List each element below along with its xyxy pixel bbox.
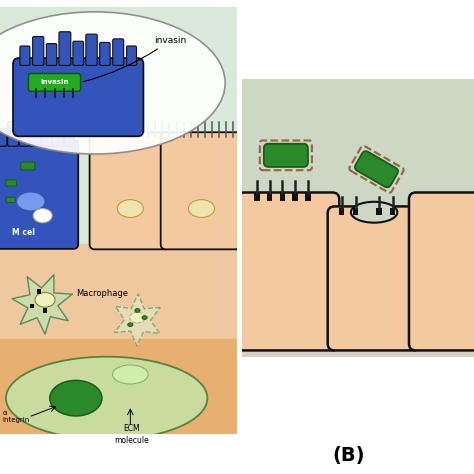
Bar	[267, 193, 273, 201]
Text: molecule: molecule	[114, 436, 148, 445]
Polygon shape	[12, 274, 72, 334]
Ellipse shape	[6, 357, 207, 440]
Bar	[43, 309, 47, 313]
FancyBboxPatch shape	[237, 192, 339, 350]
FancyBboxPatch shape	[0, 129, 7, 146]
Ellipse shape	[189, 200, 214, 218]
Ellipse shape	[128, 323, 133, 327]
Bar	[353, 208, 358, 215]
FancyBboxPatch shape	[30, 117, 41, 146]
FancyBboxPatch shape	[73, 41, 83, 65]
Ellipse shape	[50, 380, 102, 416]
Bar	[30, 304, 34, 308]
Bar	[390, 208, 395, 215]
FancyBboxPatch shape	[161, 132, 242, 249]
Bar	[37, 289, 41, 294]
FancyBboxPatch shape	[59, 32, 71, 65]
Bar	[242, 344, 474, 357]
Bar	[0, 244, 237, 339]
Ellipse shape	[142, 316, 147, 319]
FancyBboxPatch shape	[127, 46, 137, 65]
FancyBboxPatch shape	[6, 197, 15, 202]
Text: Macrophage: Macrophage	[76, 289, 128, 298]
Ellipse shape	[0, 12, 225, 154]
Text: invasin: invasin	[83, 36, 186, 82]
FancyBboxPatch shape	[8, 122, 18, 146]
FancyBboxPatch shape	[113, 39, 124, 65]
Text: (B): (B)	[332, 446, 365, 465]
FancyBboxPatch shape	[33, 36, 44, 65]
Ellipse shape	[113, 365, 148, 384]
Text: α
integrin: α integrin	[2, 410, 29, 423]
FancyBboxPatch shape	[328, 207, 420, 350]
Ellipse shape	[17, 192, 45, 211]
Bar	[280, 193, 285, 201]
FancyBboxPatch shape	[0, 140, 78, 249]
FancyBboxPatch shape	[264, 144, 308, 167]
Bar	[339, 208, 345, 215]
FancyBboxPatch shape	[86, 34, 97, 65]
Text: Invasin: Invasin	[40, 79, 69, 85]
FancyBboxPatch shape	[28, 73, 81, 91]
Text: M cel: M cel	[12, 228, 35, 237]
Ellipse shape	[351, 202, 397, 223]
FancyBboxPatch shape	[6, 180, 17, 186]
Ellipse shape	[35, 292, 55, 307]
Polygon shape	[115, 294, 160, 346]
FancyBboxPatch shape	[46, 44, 57, 65]
Bar	[292, 193, 298, 201]
Bar	[305, 193, 311, 201]
FancyBboxPatch shape	[21, 162, 35, 170]
FancyBboxPatch shape	[42, 124, 52, 146]
FancyBboxPatch shape	[409, 192, 474, 350]
FancyBboxPatch shape	[64, 128, 74, 146]
FancyBboxPatch shape	[100, 43, 110, 65]
FancyBboxPatch shape	[90, 132, 171, 249]
FancyBboxPatch shape	[19, 127, 29, 146]
Bar	[0, 7, 237, 244]
FancyBboxPatch shape	[20, 46, 30, 65]
FancyBboxPatch shape	[13, 58, 143, 137]
Bar	[376, 208, 382, 215]
Ellipse shape	[33, 209, 52, 223]
Bar	[0, 339, 237, 434]
Ellipse shape	[135, 309, 140, 312]
Text: ECM: ECM	[123, 424, 140, 433]
Ellipse shape	[130, 312, 145, 323]
Bar	[254, 193, 260, 201]
FancyBboxPatch shape	[53, 119, 64, 146]
Ellipse shape	[118, 200, 143, 218]
FancyBboxPatch shape	[355, 151, 398, 187]
